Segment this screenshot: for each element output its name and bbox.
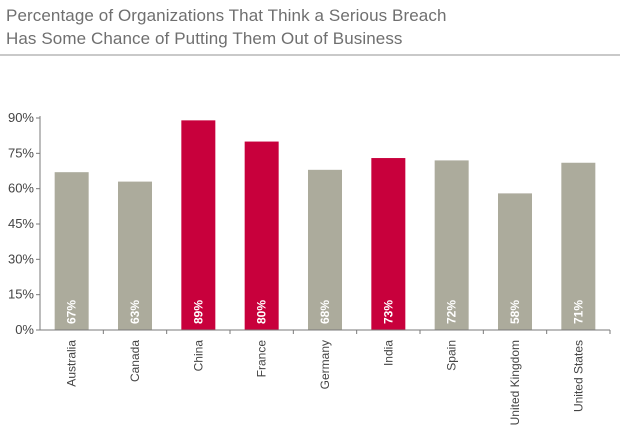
y-axis: 0% 15% 30% 45% 60% 75% 90%	[8, 110, 41, 337]
y-tick-label: 30%	[8, 251, 34, 266]
data-label: 89%	[191, 300, 205, 324]
bar	[371, 158, 406, 330]
data-labels-group: 67% 63% 89% 80% 68% 73% 72% 58% 71%	[65, 300, 586, 324]
x-tick-label: United Kingdom	[508, 340, 522, 425]
x-tick-label: United States	[571, 340, 585, 412]
x-tick-label: Canada	[128, 340, 142, 382]
x-tick-label: France	[255, 340, 269, 378]
bar	[498, 193, 532, 330]
data-label: 68%	[318, 300, 332, 324]
bar	[244, 141, 279, 330]
chart-title: Percentage of Organizations That Think a…	[6, 4, 606, 50]
bar	[561, 162, 596, 330]
x-tick-label: Spain	[445, 340, 459, 371]
x-tick-label: India	[381, 340, 395, 366]
data-label: 72%	[445, 300, 459, 324]
y-tick-label: 75%	[8, 145, 34, 160]
x-tick-label: Germany	[318, 340, 332, 389]
y-tick-label: 0%	[15, 322, 34, 337]
chart-title-line-1: Percentage of Organizations That Think a…	[6, 6, 447, 25]
bar	[434, 160, 469, 330]
bar	[54, 172, 89, 330]
data-label: 73%	[381, 300, 395, 324]
chart-title-line-2: Has Some Chance of Putting Them Out of B…	[6, 29, 403, 48]
data-label: 58%	[508, 300, 522, 324]
x-tick-label: China	[191, 340, 205, 372]
y-tick-label: 90%	[8, 110, 34, 125]
x-axis: Australia Canada China France Germany India Sp…	[40, 329, 611, 425]
bars-group	[54, 120, 596, 330]
y-tick-label: 60%	[8, 181, 34, 196]
data-label: 63%	[128, 300, 142, 324]
x-tick-label: Australia	[65, 340, 79, 387]
y-tick-label: 15%	[8, 287, 34, 302]
data-label: 67%	[65, 300, 79, 324]
y-tick-label: 45%	[8, 216, 34, 231]
data-label: 80%	[255, 300, 269, 324]
bar	[118, 181, 152, 330]
bar	[308, 169, 342, 330]
bar	[181, 120, 216, 330]
data-label: 71%	[571, 300, 585, 324]
title-divider	[0, 54, 620, 56]
